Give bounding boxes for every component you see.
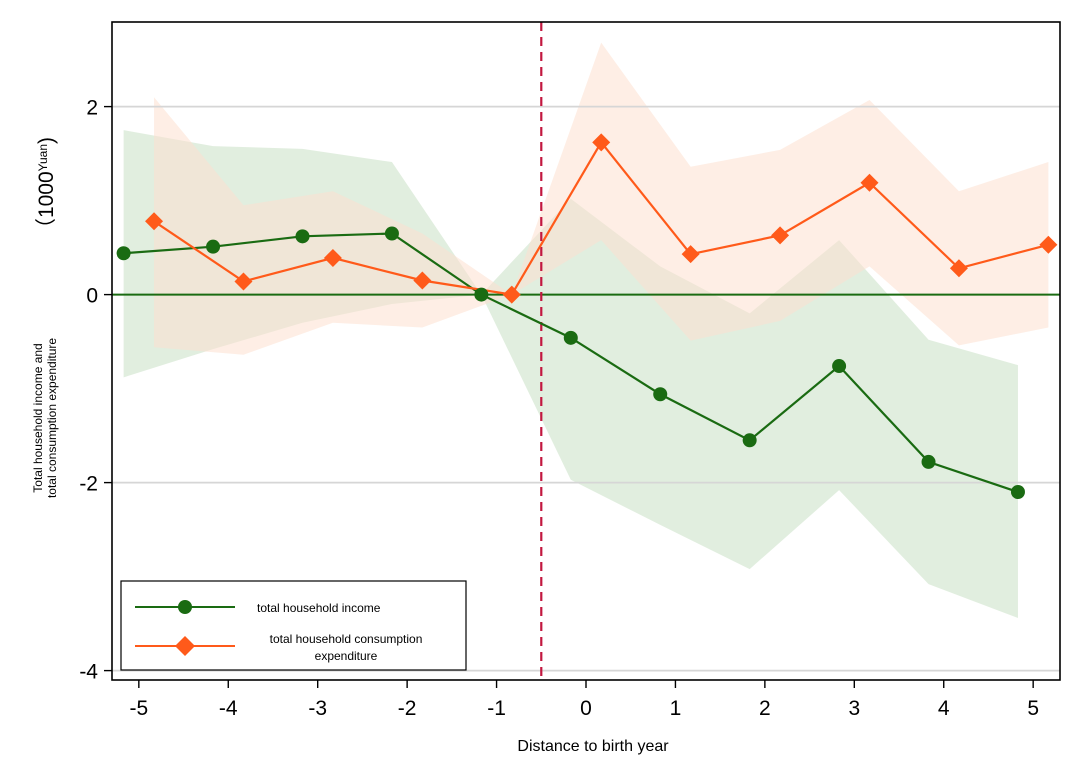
- income-point: [206, 239, 221, 254]
- consumption-point: [413, 271, 432, 290]
- y-tick-label: 2: [86, 97, 98, 120]
- x-tick-label: -5: [129, 697, 148, 720]
- x-tick-label: -1: [487, 697, 506, 720]
- income-point: [563, 330, 578, 345]
- y-axis-ticks: -4 -2 0 2: [79, 97, 112, 684]
- x-tick-label: 3: [848, 697, 860, 720]
- consumption-point: [323, 248, 342, 267]
- legend-income-marker: [178, 600, 192, 614]
- legend: total household income total household c…: [120, 580, 467, 671]
- x-axis-ticks: -5 -4 -3 -2 -1 0 1 2 3 4 5: [129, 680, 1039, 720]
- confidence-bands: [123, 42, 1049, 618]
- y-tick-label: 0: [86, 285, 98, 308]
- unit-label-close: ): [35, 137, 58, 144]
- legend-income-label: total household income: [257, 601, 381, 615]
- income-point: [1010, 485, 1025, 499]
- income-point: [474, 287, 489, 302]
- x-tick-label: 5: [1027, 697, 1039, 720]
- confidence-band-consumption: [154, 42, 1049, 355]
- consumption-point: [502, 285, 521, 304]
- income-point: [742, 433, 757, 448]
- legend-consumption-label-line-2: expenditure: [315, 649, 378, 663]
- consumption-point: [681, 245, 700, 264]
- y-axis-label-line-2: total consumption expenditure: [45, 338, 59, 498]
- consumption-point: [145, 212, 164, 231]
- x-tick-label: -2: [398, 697, 417, 720]
- x-tick-label: 4: [938, 697, 950, 720]
- consumption-point: [234, 272, 253, 291]
- income-point: [653, 387, 668, 402]
- reference-lines: [112, 22, 1060, 680]
- x-tick-label: 0: [580, 697, 592, 720]
- consumption-point: [860, 173, 879, 192]
- income-point: [832, 359, 847, 374]
- consumption-point: [949, 259, 968, 278]
- unit-label-open: （: [35, 218, 58, 239]
- x-tick-label: -4: [219, 697, 238, 720]
- x-tick-label: 2: [759, 697, 771, 720]
- consumption-point: [592, 133, 611, 152]
- unit-label: （1000Yuan): [35, 137, 58, 239]
- series-layer: [116, 133, 1058, 499]
- consumption-point: [1039, 235, 1058, 254]
- y-tick-label: -2: [79, 473, 98, 496]
- y-tick-label: -4: [79, 661, 98, 684]
- income-point: [384, 226, 399, 241]
- svg-text:（1000Yuan): （1000Yuan): [35, 137, 58, 239]
- unit-label-sup: Yuan: [36, 144, 50, 171]
- y-axis-label-line-1: Total household income and: [31, 343, 45, 492]
- x-axis-label: Distance to birth year: [517, 738, 669, 755]
- legend-consumption-label-line-1: total household consumption: [270, 632, 423, 646]
- income-point: [295, 229, 310, 244]
- x-tick-label: -3: [308, 697, 327, 720]
- y-axis-label: Total household income and total consump…: [31, 338, 59, 498]
- legend-box: [120, 580, 467, 671]
- income-point: [116, 246, 131, 261]
- legend-consumption-marker: [175, 636, 195, 656]
- income-point: [921, 454, 936, 469]
- consumption-point: [771, 226, 790, 245]
- x-tick-label: 1: [670, 697, 682, 720]
- unit-label-main: 1000: [35, 171, 58, 218]
